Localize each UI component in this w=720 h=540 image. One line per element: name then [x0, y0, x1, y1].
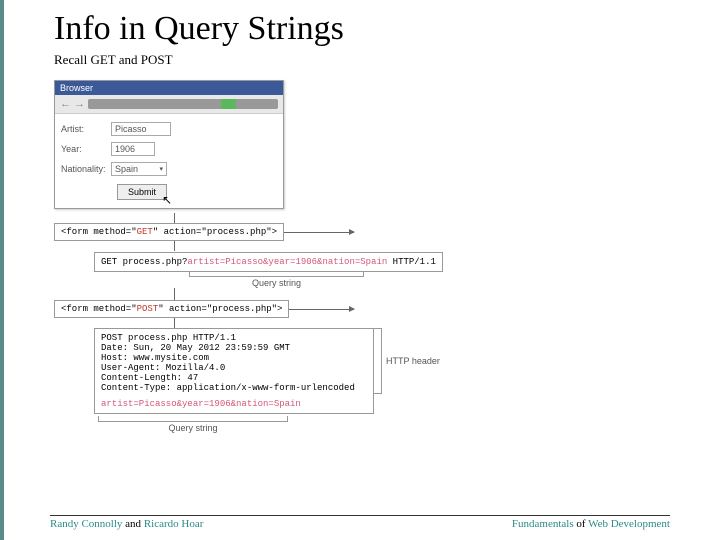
arrow-icon	[289, 309, 354, 310]
post-body: artist=Picasso&year=1906&nation=Spain	[101, 399, 367, 409]
form-area: Artist: Picasso Year: 1906 Nationality: …	[55, 114, 283, 208]
forward-icon: →	[74, 98, 85, 110]
bracket	[374, 328, 382, 394]
nationality-value: Spain	[115, 164, 138, 174]
back-icon: ←	[60, 98, 71, 110]
chevron-down-icon: ▾	[159, 165, 163, 173]
connector	[174, 318, 175, 328]
artist-label: Artist:	[61, 124, 111, 134]
slide-subtitle: Recall GET and POST	[54, 52, 670, 68]
year-input[interactable]: 1906	[111, 142, 155, 156]
nationality-select[interactable]: Spain ▾	[111, 162, 167, 176]
get-form-tag: <form method="GET" action="process.php">	[54, 223, 284, 241]
http-header-label: HTTP header	[386, 356, 440, 366]
url-bar	[88, 99, 278, 109]
arrow-icon	[284, 232, 354, 233]
browser-window: Browser ← → Artist: Picasso Year: 1906 N…	[54, 80, 284, 209]
connector	[174, 213, 175, 223]
footer: Randy Connolly and Ricardo Hoar Fundamen…	[50, 515, 670, 530]
post-form-tag: <form method="POST" action="process.php"…	[54, 300, 289, 318]
post-form-row: <form method="POST" action="process.php"…	[54, 300, 670, 318]
get-request: GET process.php?artist=Picasso&year=1906…	[94, 252, 443, 272]
artist-input[interactable]: Picasso	[111, 122, 171, 136]
qs-label-post: Query string	[98, 423, 288, 433]
connector	[174, 288, 175, 300]
cursor-icon: ↖	[162, 193, 172, 207]
connector	[174, 241, 175, 251]
post-headers: POST process.php HTTP/1.1 Date: Sun, 20 …	[101, 333, 367, 393]
diagram: Browser ← → Artist: Picasso Year: 1906 N…	[54, 80, 670, 433]
slide-title: Info in Query Strings	[54, 10, 670, 48]
browser-titlebar: Browser	[55, 81, 283, 95]
bracket	[98, 416, 288, 422]
qs-label: Query string	[189, 278, 364, 288]
nationality-label: Nationality:	[61, 164, 111, 174]
year-label: Year:	[61, 144, 111, 154]
authors: Randy Connolly and Ricardo Hoar	[50, 518, 203, 530]
submit-button[interactable]: Submit ↖	[117, 184, 167, 200]
submit-label: Submit	[128, 187, 156, 197]
browser-toolbar: ← →	[55, 95, 283, 114]
book-title: Fundamentals of Web Development	[512, 518, 670, 530]
post-request: POST process.php HTTP/1.1 Date: Sun, 20 …	[94, 328, 374, 414]
get-form-row: <form method="GET" action="process.php">	[54, 223, 670, 241]
